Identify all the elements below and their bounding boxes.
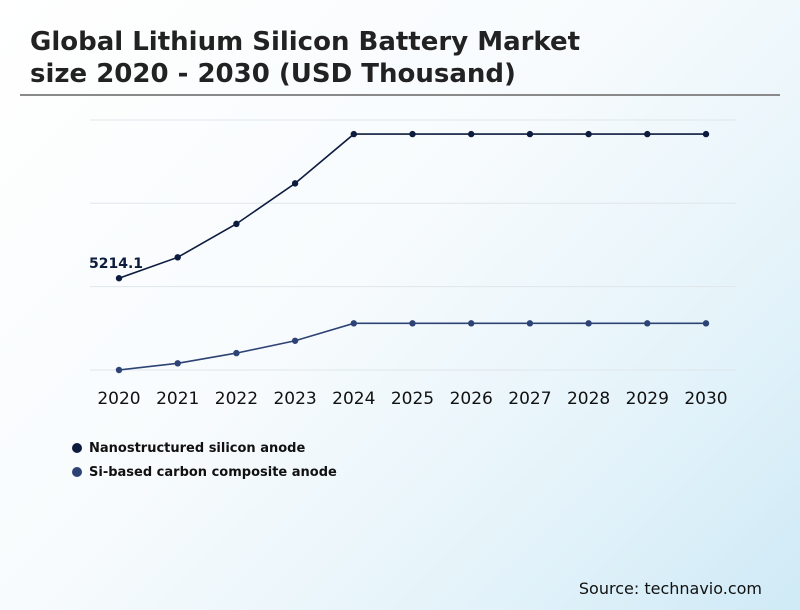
series-1-point-2030: [702, 320, 710, 327]
x-tick-label-2028: 2028: [567, 389, 610, 409]
series-0-point-2020: [115, 275, 123, 282]
series-0-point-2026: [468, 130, 475, 138]
series-1-point-2021: [174, 360, 181, 367]
legend-item-nanostructured: Nanostructured silicon anode: [72, 436, 337, 460]
legend: Nanostructured silicon anode Si-based ca…: [72, 436, 337, 484]
series-1-point-2020: [115, 366, 123, 374]
chart-title-line-1: Global Lithium Silicon Battery Market: [30, 27, 581, 57]
series-0-point-2028: [585, 130, 592, 138]
series-1-point-2026: [468, 320, 475, 327]
x-tick-label-2029: 2029: [626, 389, 669, 409]
gridlines: [90, 119, 736, 371]
series-0-point-2027: [526, 130, 534, 138]
x-axis: 2020 2021 2022 2023 2024 2025 2026 2027 2028 2029…: [97, 389, 727, 409]
x-tick-label-2030: 2030: [684, 389, 727, 409]
series-layer: [115, 130, 710, 374]
x-tick-label-2027: 2027: [508, 389, 551, 409]
series-1-point-2025: [409, 320, 416, 327]
series-line-1: [118, 322, 706, 371]
x-tick-label-2020: 2020: [97, 389, 140, 409]
line-chart: 2020 2021 2022 2023 2024 2025 2026 2027 2028 2029…: [89, 119, 736, 409]
series-0-point-2024: [350, 130, 357, 138]
x-tick-label-2023: 2023: [273, 389, 316, 409]
series-1-point-2024: [350, 320, 357, 327]
x-tick-label-2024: 2024: [332, 389, 375, 409]
series-1-point-2028: [585, 320, 592, 327]
series-0: [115, 130, 710, 282]
series-0-point-2023: [291, 180, 299, 187]
x-tick-label-2026: 2026: [450, 389, 493, 409]
legend-marker-nanostructured: [72, 443, 82, 453]
data-label-0: 5214.1: [89, 256, 143, 272]
chart-title: Global Lithium Silicon Battery Market si…: [30, 26, 730, 90]
x-tick-label-2025: 2025: [391, 389, 434, 409]
x-tick-label-2021: 2021: [156, 389, 199, 409]
legend-item-si-carbon: Si-based carbon composite anode: [72, 460, 337, 484]
source-credit: Source: technavio.com: [578, 579, 762, 598]
series-line-0: [118, 133, 706, 279]
x-tick-label-2022: 2022: [215, 389, 258, 409]
title-divider: [20, 94, 780, 96]
series-1-point-2023: [291, 337, 299, 344]
series-1-point-2029: [644, 320, 651, 327]
annotations: 5214.1: [89, 256, 143, 272]
series-1-point-2027: [526, 320, 534, 327]
series-1: [115, 320, 710, 374]
series-0-point-2022: [233, 220, 240, 228]
legend-label-si-carbon: Si-based carbon composite anode: [89, 464, 337, 480]
series-0-point-2029: [644, 130, 651, 138]
chart-title-line-2: size 2020 - 2030 (USD Thousand): [30, 59, 516, 89]
series-0-point-2025: [409, 130, 416, 138]
legend-marker-si-carbon: [72, 467, 82, 477]
series-1-point-2022: [233, 349, 240, 357]
legend-label-nanostructured: Nanostructured silicon anode: [89, 440, 306, 456]
series-0-point-2030: [702, 130, 710, 138]
series-0-point-2021: [174, 254, 181, 261]
